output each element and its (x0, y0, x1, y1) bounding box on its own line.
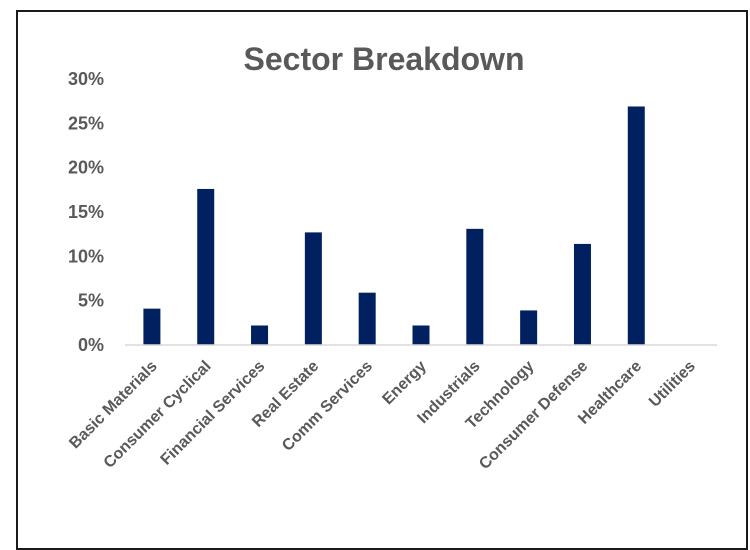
x-tick-label: Energy (379, 358, 429, 408)
y-tick-label: 5% (78, 291, 104, 311)
bar (520, 310, 538, 345)
chart-frame (16, 10, 748, 550)
y-tick-label: 0% (78, 335, 104, 355)
bar (466, 228, 484, 345)
y-tick-label: 25% (68, 113, 104, 133)
x-tick-label: Consumer Cyclical (101, 358, 215, 472)
x-tick-label: Financial Services (158, 358, 269, 469)
chart-title: Sector Breakdown (244, 41, 525, 77)
bar (143, 308, 161, 345)
x-tick-label: Basic Materials (66, 358, 160, 452)
x-tick-label: Utilities (646, 358, 699, 411)
y-tick-label: 10% (68, 246, 104, 266)
y-tick-label: 20% (68, 158, 104, 178)
bar (358, 292, 376, 345)
bar (627, 106, 645, 345)
x-tick-label: Consumer Defense (476, 358, 591, 473)
y-tick-label: 30% (68, 69, 104, 89)
bar (304, 232, 322, 345)
bar (412, 325, 430, 345)
bar (573, 243, 591, 345)
bar-chart: Sector Breakdown 0% 5% 10% 15% 20% 25% 30% Bas… (66, 41, 717, 473)
x-tick-label: Comm Services (279, 358, 376, 455)
bar (251, 325, 269, 345)
y-axis-labels: 0% 5% 10% 15% 20% 25% 30% (68, 69, 104, 355)
y-tick-label: 15% (68, 202, 104, 222)
bars (143, 106, 645, 345)
bar (197, 188, 215, 345)
